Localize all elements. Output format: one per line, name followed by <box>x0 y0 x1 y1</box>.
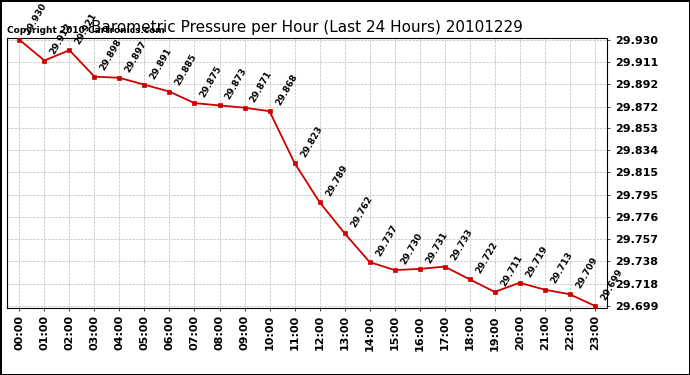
Text: 29.873: 29.873 <box>224 66 249 101</box>
Text: 29.762: 29.762 <box>348 194 374 229</box>
Text: 29.722: 29.722 <box>474 240 499 275</box>
Text: 29.871: 29.871 <box>248 69 274 104</box>
Title: Barometric Pressure per Hour (Last 24 Hours) 20101229: Barometric Pressure per Hour (Last 24 Ho… <box>91 20 523 35</box>
Text: 29.713: 29.713 <box>549 251 574 285</box>
Text: 29.921: 29.921 <box>74 11 99 46</box>
Text: 29.733: 29.733 <box>448 228 474 262</box>
Text: Copyright 2010 Cartronics.com: Copyright 2010 Cartronics.com <box>7 26 165 35</box>
Text: 29.699: 29.699 <box>599 267 624 302</box>
Text: 29.730: 29.730 <box>399 231 424 266</box>
Text: 29.731: 29.731 <box>424 230 449 265</box>
Text: 29.891: 29.891 <box>148 46 174 81</box>
Text: 29.930: 29.930 <box>23 1 49 36</box>
Text: 29.709: 29.709 <box>574 255 599 290</box>
Text: 29.885: 29.885 <box>174 53 199 87</box>
Text: 29.912: 29.912 <box>48 22 74 56</box>
Text: 29.719: 29.719 <box>524 244 549 279</box>
Text: 29.875: 29.875 <box>199 64 224 99</box>
Text: 29.898: 29.898 <box>99 38 124 72</box>
Text: 29.823: 29.823 <box>299 124 324 159</box>
Text: 29.789: 29.789 <box>324 163 349 198</box>
Text: 29.897: 29.897 <box>124 39 149 74</box>
Text: 29.737: 29.737 <box>374 223 399 258</box>
Text: 29.868: 29.868 <box>274 72 299 107</box>
Text: 29.711: 29.711 <box>499 253 524 288</box>
